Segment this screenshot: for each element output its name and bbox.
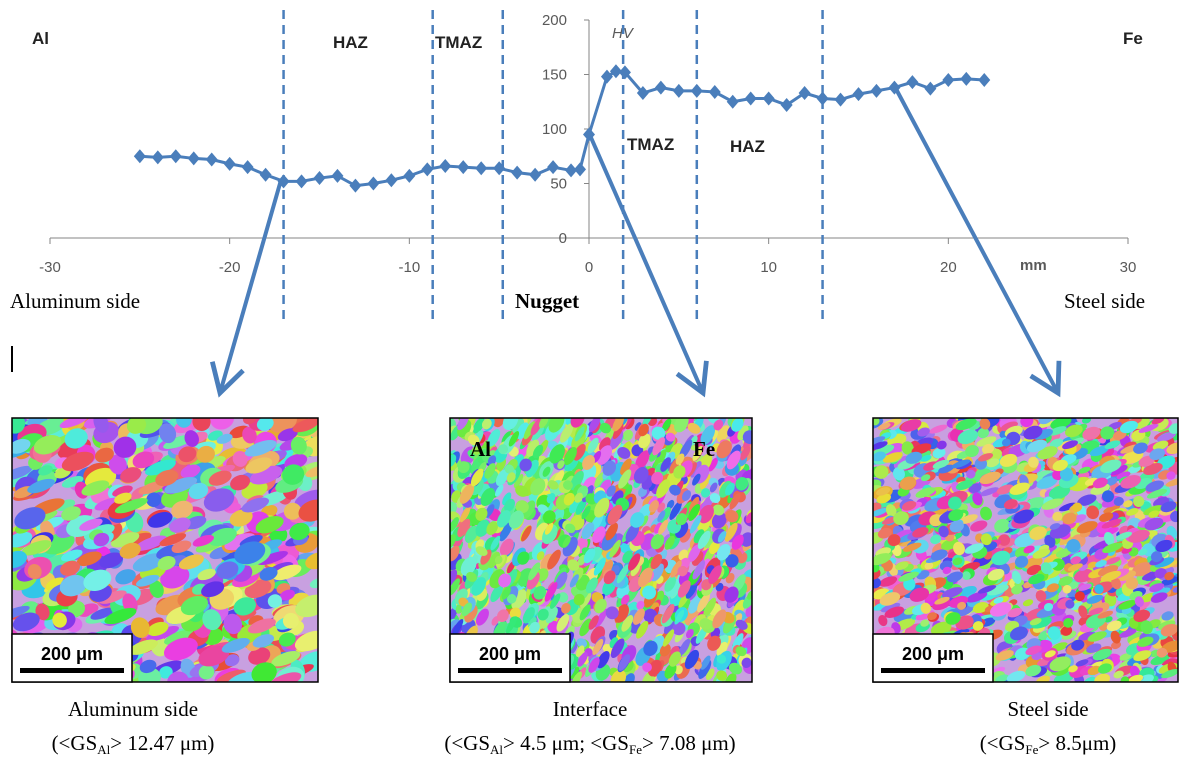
x-tick-label: -10	[398, 259, 420, 276]
subscript: Fe	[629, 742, 642, 757]
marker	[206, 153, 218, 167]
x-tick-label: 10	[760, 259, 777, 276]
marker	[655, 81, 667, 95]
marker	[529, 168, 541, 182]
annotation: HAZ	[730, 137, 765, 156]
y-tick-label: 100	[542, 121, 567, 138]
marker	[296, 174, 308, 188]
annotation: Al	[32, 29, 49, 48]
x-tick-label: 20	[940, 259, 957, 276]
marker	[475, 161, 487, 175]
marker	[960, 72, 972, 86]
marker	[349, 179, 361, 193]
marker	[709, 85, 721, 99]
marker	[691, 84, 703, 98]
x-axis-label: mm	[1020, 257, 1047, 274]
y-tick-label: 50	[550, 176, 567, 193]
y-tick-label: 200	[542, 12, 567, 29]
annotation: TMAZ	[435, 33, 482, 52]
marker	[457, 160, 469, 174]
marker	[403, 169, 415, 183]
scale-bar	[20, 668, 124, 673]
x-tick-label: -30	[39, 259, 61, 276]
scale-bar	[458, 668, 562, 673]
marker	[745, 91, 757, 105]
marker	[906, 75, 918, 89]
x-tick-label: 0	[585, 259, 593, 276]
marker	[242, 160, 254, 174]
marker	[367, 177, 379, 191]
marker	[853, 87, 865, 101]
caption: Aluminum side	[68, 697, 198, 721]
marker	[924, 82, 936, 96]
arrow	[589, 133, 703, 393]
marker	[870, 84, 882, 98]
grain-size-text: > 4.5 μm; <GS	[503, 731, 629, 755]
phase-label: Al	[470, 437, 491, 461]
subscript: Al	[97, 742, 110, 757]
scale-bar-label: 200 μm	[902, 644, 964, 664]
marker	[574, 162, 586, 176]
arrow	[220, 180, 281, 393]
subscript: Fe	[1025, 742, 1038, 757]
grain-size: (<GSAl> 12.47 μm)	[52, 731, 215, 757]
caption: Interface	[553, 697, 628, 721]
marker	[188, 151, 200, 165]
annotation: Nugget	[515, 289, 579, 313]
marker	[331, 169, 343, 183]
annotation: Aluminum side	[10, 289, 140, 313]
marker	[763, 91, 775, 105]
scale-bar	[881, 668, 985, 673]
marker	[781, 98, 793, 112]
marker	[547, 160, 559, 174]
marker	[170, 149, 182, 163]
marker	[942, 73, 954, 87]
grain-size-text: (<GS	[52, 731, 98, 755]
scale-bar-label: 200 μm	[41, 644, 103, 664]
grain-size-text: (<GS	[980, 731, 1026, 755]
marker	[673, 84, 685, 98]
grain-size-text: (<GS	[444, 731, 490, 755]
marker	[385, 173, 397, 187]
marker	[727, 95, 739, 109]
grain-size-text: > 12.47 μm)	[110, 731, 214, 755]
grain-size-text: > 7.08 μm)	[642, 731, 736, 755]
annotation: Steel side	[1064, 289, 1145, 313]
x-tick-label: 30	[1120, 259, 1137, 276]
marker	[835, 93, 847, 107]
marker	[978, 73, 990, 87]
y-tick-label: 150	[542, 67, 567, 84]
annotation: Fe	[1123, 29, 1143, 48]
x-tick-label: -20	[219, 259, 241, 276]
marker	[314, 171, 326, 185]
marker	[152, 150, 164, 164]
grain-size-text: > 8.5μm)	[1038, 731, 1116, 755]
grain-size: (<GSFe> 8.5μm)	[980, 731, 1117, 757]
marker	[511, 166, 523, 180]
marker	[439, 159, 451, 173]
annotation: HAZ	[333, 33, 368, 52]
marker	[817, 91, 829, 105]
subscript: Al	[490, 742, 503, 757]
marker	[224, 157, 236, 171]
caption: Steel side	[1007, 697, 1088, 721]
phase-label: Fe	[693, 437, 715, 461]
marker	[799, 86, 811, 100]
grain-size: (<GSAl> 4.5 μm; <GSFe> 7.08 μm)	[444, 731, 735, 757]
marker	[134, 149, 146, 163]
marker	[260, 168, 272, 182]
annotation: TMAZ	[627, 135, 674, 154]
arrow	[895, 87, 1058, 393]
y-tick-label: 0	[559, 230, 567, 247]
scale-bar-label: 200 μm	[479, 644, 541, 664]
